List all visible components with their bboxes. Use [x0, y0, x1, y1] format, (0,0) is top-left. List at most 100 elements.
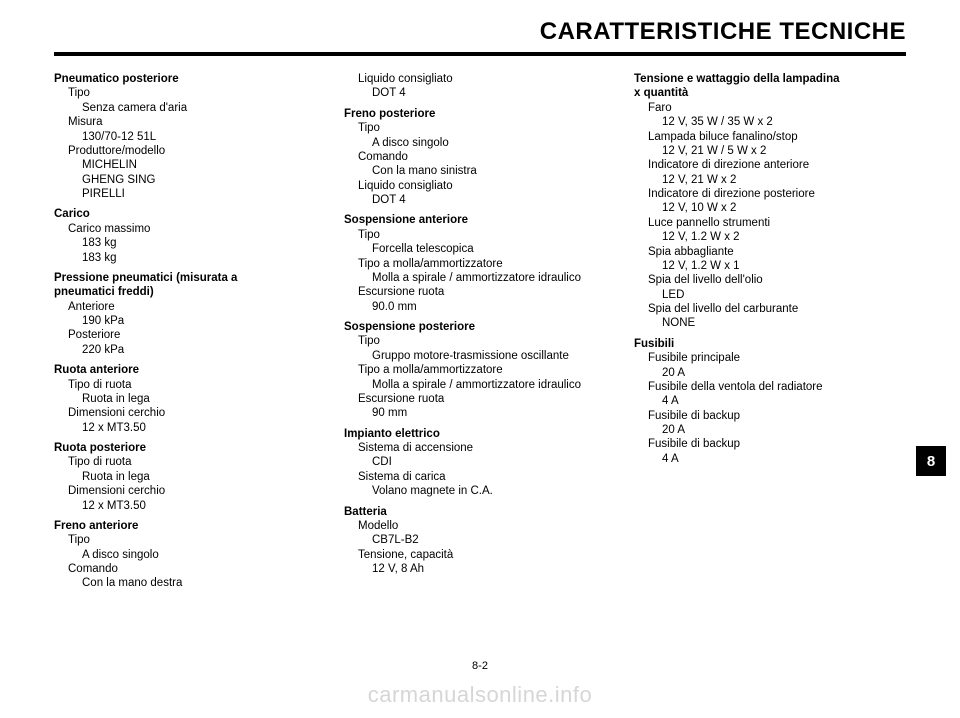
- section-title: Impianto elettrico: [344, 427, 616, 441]
- spec-label: Fusibile di backup: [648, 409, 906, 423]
- section-title: Ruota anteriore: [54, 363, 326, 377]
- spec-value: 4 A: [662, 394, 906, 408]
- page-header-title: CARATTERISTICHE TECNICHE: [540, 18, 906, 46]
- chapter-tab: 8: [916, 446, 946, 476]
- spec-label: Liquido consigliato: [358, 179, 616, 193]
- spec-value: 20 A: [662, 366, 906, 380]
- section-title: Pressione pneumatici (misurata a: [54, 271, 326, 285]
- spec-value: CB7L-B2: [372, 533, 616, 547]
- section-title: Freno posteriore: [344, 107, 616, 121]
- spec-label: Fusibile della ventola del radiatore: [648, 380, 906, 394]
- spec-value: PIRELLI: [82, 187, 326, 201]
- spec-value: 183 kg: [82, 236, 326, 250]
- spec-value: 130/70-12 51L: [82, 130, 326, 144]
- spec-label: Dimensioni cerchio: [68, 406, 326, 420]
- spec-label: Lampada biluce fanalino/stop: [648, 130, 906, 144]
- section-title: Fusibili: [634, 337, 906, 351]
- spec-label: Tipo: [68, 533, 326, 547]
- spec-value: Molla a spirale / ammortizzatore idrauli…: [372, 378, 616, 392]
- column-1: Pneumatico posteriore Tipo Senza camera …: [54, 72, 326, 591]
- spec-value: Ruota in lega: [82, 470, 326, 484]
- section-title: Ruota posteriore: [54, 441, 326, 455]
- spec-label: Tipo: [68, 86, 326, 100]
- column-2: Liquido consigliato DOT 4 Freno posterio…: [344, 72, 616, 591]
- section-title: Pneumatico posteriore: [54, 72, 326, 86]
- spec-label: Modello: [358, 519, 616, 533]
- spec-value: Con la mano destra: [82, 576, 326, 590]
- spec-label: Spia abbagliante: [648, 245, 906, 259]
- spec-value: GHENG SING: [82, 173, 326, 187]
- section-title: x quantità: [634, 86, 906, 100]
- spec-value: 90 mm: [372, 406, 616, 420]
- spec-value: 220 kPa: [82, 343, 326, 357]
- section-title: Sospensione posteriore: [344, 320, 616, 334]
- spec-label: Carico massimo: [68, 222, 326, 236]
- spec-value: Forcella telescopica: [372, 242, 616, 256]
- spec-value: Ruota in lega: [82, 392, 326, 406]
- spec-label: Faro: [648, 101, 906, 115]
- spec-value: Senza camera d'aria: [82, 101, 326, 115]
- spec-value: 12 V, 8 Ah: [372, 562, 616, 576]
- spec-label: Spia del livello del carburante: [648, 302, 906, 316]
- spec-value: DOT 4: [372, 193, 616, 207]
- spec-value: A disco singolo: [372, 136, 616, 150]
- spec-label: Luce pannello strumenti: [648, 216, 906, 230]
- spec-label: Escursione ruota: [358, 392, 616, 406]
- spec-value: CDI: [372, 455, 616, 469]
- spec-value: 12 V, 21 W x 2: [662, 173, 906, 187]
- spec-label: Comando: [68, 562, 326, 576]
- spec-label: Sistema di accensione: [358, 441, 616, 455]
- spec-label: Tipo di ruota: [68, 378, 326, 392]
- spec-label: Tipo: [358, 121, 616, 135]
- spec-value: Gruppo motore-trasmissione oscillante: [372, 349, 616, 363]
- content-columns: Pneumatico posteriore Tipo Senza camera …: [54, 72, 906, 591]
- section-title: Tensione e wattaggio della lampadina: [634, 72, 906, 86]
- spec-value: 12 V, 35 W / 35 W x 2: [662, 115, 906, 129]
- spec-value: 190 kPa: [82, 314, 326, 328]
- spec-label: Posteriore: [68, 328, 326, 342]
- spec-value: LED: [662, 288, 906, 302]
- spec-label: Fusibile di backup: [648, 437, 906, 451]
- page: CARATTERISTICHE TECNICHE Pneumatico post…: [0, 0, 960, 718]
- spec-label: Produttore/modello: [68, 144, 326, 158]
- spec-label: Dimensioni cerchio: [68, 484, 326, 498]
- spec-value: 12 x MT3.50: [82, 499, 326, 513]
- spec-value: DOT 4: [372, 86, 616, 100]
- spec-label: Spia del livello dell'olio: [648, 273, 906, 287]
- page-number: 8-2: [0, 660, 960, 672]
- spec-value: 12 V, 21 W / 5 W x 2: [662, 144, 906, 158]
- spec-label: Tipo a molla/ammortizzatore: [358, 257, 616, 271]
- spec-label: Tipo di ruota: [68, 455, 326, 469]
- section-title: Batteria: [344, 505, 616, 519]
- spec-value: A disco singolo: [82, 548, 326, 562]
- spec-value: NONE: [662, 316, 906, 330]
- spec-value: 20 A: [662, 423, 906, 437]
- spec-label: Misura: [68, 115, 326, 129]
- spec-label: Anteriore: [68, 300, 326, 314]
- spec-label: Indicatore di direzione anteriore: [648, 158, 906, 172]
- spec-value: Con la mano sinistra: [372, 164, 616, 178]
- section-title: Carico: [54, 207, 326, 221]
- column-3: Tensione e wattaggio della lampadina x q…: [634, 72, 906, 591]
- spec-label: Tipo: [358, 334, 616, 348]
- spec-label: Tipo: [358, 228, 616, 242]
- spec-label: Tensione, capacità: [358, 548, 616, 562]
- spec-label: Sistema di carica: [358, 470, 616, 484]
- spec-value: 12 V, 10 W x 2: [662, 201, 906, 215]
- spec-value: 12 V, 1.2 W x 2: [662, 230, 906, 244]
- spec-value: 90.0 mm: [372, 300, 616, 314]
- spec-label: Indicatore di direzione posteriore: [648, 187, 906, 201]
- spec-value: 12 x MT3.50: [82, 421, 326, 435]
- spec-value: 12 V, 1.2 W x 1: [662, 259, 906, 273]
- spec-label: Tipo a molla/ammortizzatore: [358, 363, 616, 377]
- spec-value: Molla a spirale / ammortizzatore idrauli…: [372, 271, 616, 285]
- spec-value: 183 kg: [82, 251, 326, 265]
- section-title: pneumatici freddi): [54, 285, 326, 299]
- spec-label: Fusibile principale: [648, 351, 906, 365]
- header-rule: [54, 52, 906, 56]
- spec-label: Liquido consigliato: [358, 72, 616, 86]
- section-title: Freno anteriore: [54, 519, 326, 533]
- spec-label: Comando: [358, 150, 616, 164]
- spec-value: 4 A: [662, 452, 906, 466]
- section-title: Sospensione anteriore: [344, 213, 616, 227]
